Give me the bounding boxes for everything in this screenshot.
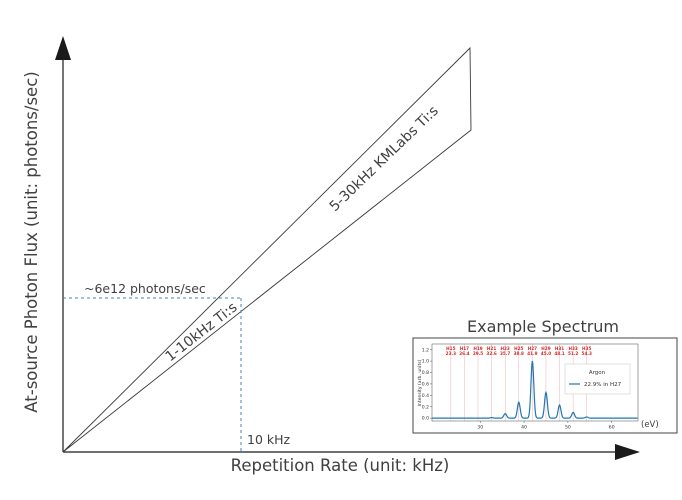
inset-x-unit: (eV): [641, 420, 659, 430]
inset-y-axis-label: Intensity (arb. units): [417, 359, 423, 406]
harmonic-order-label: H25: [514, 346, 523, 351]
harmonic-order-label: H23: [501, 346, 510, 351]
harmonic-energy-label: 26.4: [459, 351, 469, 356]
inset-x-tick-label: 50: [565, 425, 571, 431]
harmonic-energy-label: 48.1: [554, 351, 564, 356]
harmonic-order-label: H29: [541, 346, 550, 351]
harmonic-order-label: H31: [555, 346, 564, 351]
y-axis-label: At-source Photon Flux (unit: photons/sec…: [22, 71, 41, 412]
harmonic-energy-label: 35.7: [500, 351, 510, 356]
harmonic-energy-label: 29.5: [473, 351, 483, 356]
y-axis-arrowhead: [55, 36, 71, 60]
x-axis-arrowhead: [615, 444, 640, 460]
inset-y-tick-label: 0.8: [422, 370, 429, 376]
harmonic-energy-label: 32.6: [486, 351, 496, 356]
harmonic-order-label: H33: [568, 346, 577, 351]
inset-legend: [564, 363, 631, 395]
harmonic-order-label: H19: [473, 346, 482, 351]
harmonic-order-label: H35: [582, 346, 591, 351]
inset-y-tick-label: 1.0: [422, 359, 429, 365]
harmonic-energy-label: 23.3: [446, 351, 456, 356]
inset-frame: [412, 337, 678, 434]
inset-y-tick-label: 1.2: [422, 347, 429, 353]
inset-y-tick-label: 0.4: [422, 393, 429, 399]
x-axis-label: Repetition Rate (unit: kHz): [231, 456, 450, 475]
harmonic-energy-label: 38.8: [514, 351, 524, 356]
inset-x-tick-label: 30: [477, 425, 483, 431]
inset-legend-entry: 22.9% in H27: [584, 382, 622, 388]
inset-y-ticks: 0.0 0.2 0.4 0.6 0.8 1.0 1.2: [422, 347, 432, 422]
inset-title: Example Spectrum: [467, 317, 619, 336]
rate-marker-label: 10 kHz: [247, 432, 291, 447]
harmonic-order-label: H15: [446, 346, 455, 351]
spectrum-line: [432, 361, 638, 419]
band-lower-label: 1-10kHz Ti:s: [163, 299, 241, 365]
harmonic-energy-label: 51.2: [568, 351, 578, 356]
inset-legend-title: Argon: [589, 370, 606, 376]
harmonic-energy-label: 45.0: [541, 351, 551, 356]
inset-y-tick-label: 0.2: [422, 404, 429, 410]
harmonic-order-label: H17: [460, 346, 469, 351]
inset-y-tick-label: 0.6: [422, 382, 429, 388]
harmonic-energy-label: 41.9: [527, 351, 537, 356]
kmlabs-band-region: [62, 46, 472, 453]
inset-x-tick-label: 60: [609, 425, 615, 431]
harmonic-order-label: H27: [528, 346, 537, 351]
inset-plot-area: [431, 343, 639, 422]
flux-marker-label: ~6e12 photons/sec: [84, 281, 206, 296]
inset-y-tick-label: 0.0: [422, 416, 429, 422]
inset-x-tick-label: 40: [521, 425, 527, 431]
harmonic-order-label: H21: [487, 346, 496, 351]
harmonic-energy-label: 54.3: [582, 351, 592, 356]
inset-x-ticks: 30 40 50 60: [477, 421, 615, 431]
